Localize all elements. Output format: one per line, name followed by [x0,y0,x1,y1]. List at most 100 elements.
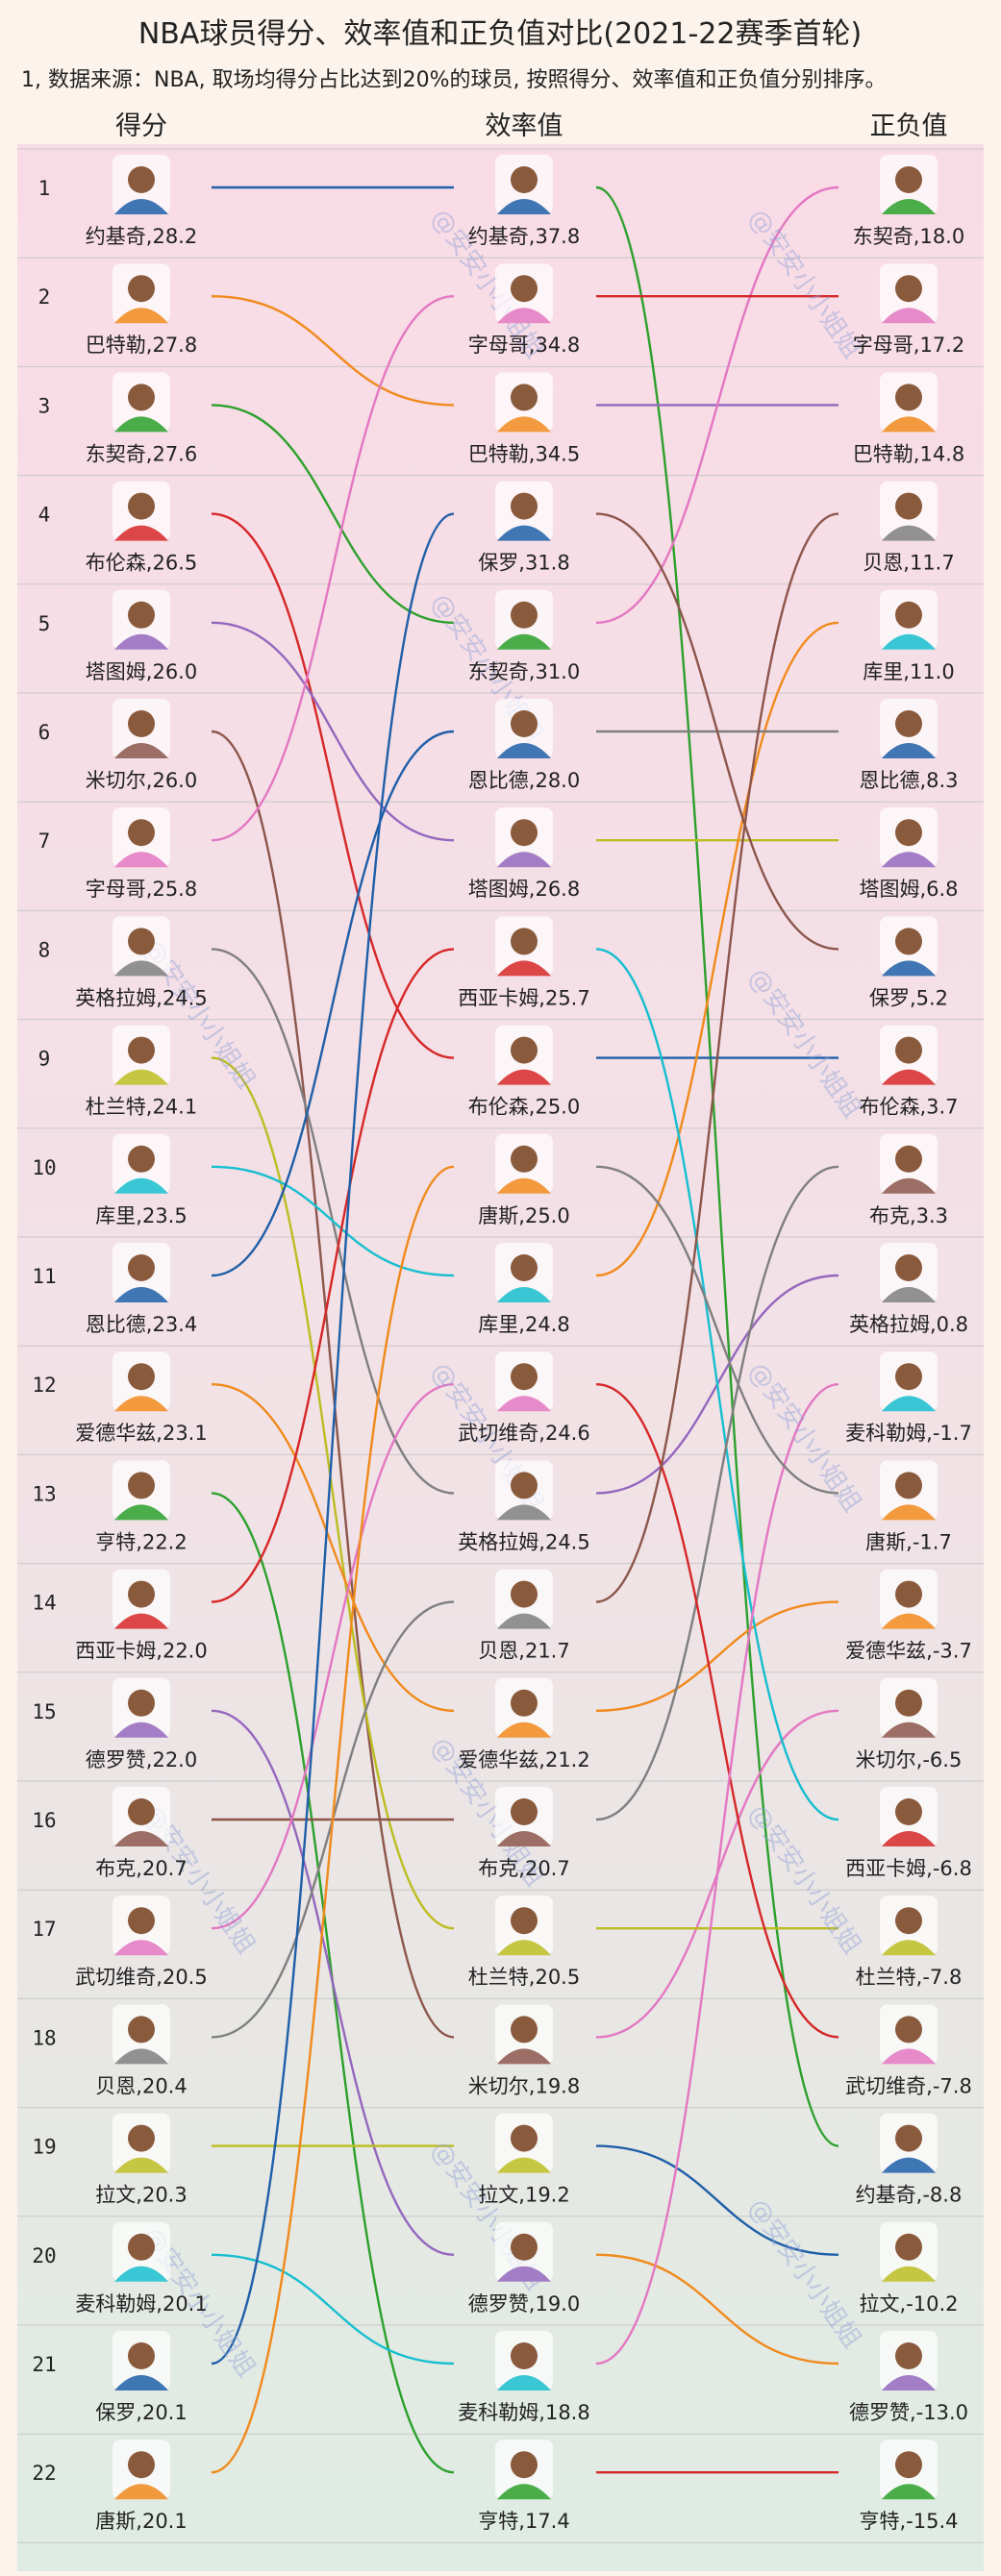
player-jersey-icon [497,1504,551,1521]
rank-label: 15 [32,1700,56,1723]
player-jersey-icon [882,1396,936,1412]
player-mark-plus-minus: 拉文,-10.2 [859,2221,959,2316]
player-value-label: 塔图姆,6.8 [859,878,958,901]
player-value-label: 唐斯,25.0 [478,1204,569,1227]
player-mark-efficiency: 巴特勒,34.5 [468,372,580,465]
player-value-label: 麦科勒姆,18.8 [458,2401,589,2424]
player-value-label: 亨特,17.4 [478,2510,569,2533]
rank-label: 3 [38,394,51,417]
column-header-efficiency: 效率值 [486,111,563,141]
player-value-label: 字母哥,17.2 [853,334,964,357]
rank-label: 20 [32,2244,56,2267]
rank-label: 4 [38,504,51,527]
player-head-icon [128,2451,155,2479]
player-head-icon [895,1145,922,1173]
player-value-label: 布伦森,26.5 [86,552,197,575]
player-head-icon [895,1689,922,1717]
player-mark-plus-minus: 英格拉姆,0.8 [849,1243,968,1336]
player-jersey-icon [114,1177,168,1194]
player-value-label: 英格拉姆,24.5 [458,1530,589,1553]
player-head-icon [128,492,155,520]
player-mark-points: 亨特,22.2 [95,1460,188,1553]
player-head-icon [511,2451,538,2479]
player-head-icon [895,2016,922,2043]
player-head-icon [511,1145,538,1173]
player-value-label: 库里,23.5 [95,1204,187,1227]
player-mark-points: 贝恩,20.4 [95,2004,188,2097]
player-mark-plus-minus: 武切维奇,-7.8 [845,2004,972,2097]
player-mark-plus-minus: 保罗,5.2 [869,916,948,1009]
connector-efficiency-plus-minus [595,2144,839,2256]
player-value-label: 塔图姆,26.8 [468,878,580,901]
player-mark-efficiency: 唐斯,25.0 [478,1133,570,1227]
player-jersey-icon [114,525,168,541]
player-mark-points: 杜兰特,24.1 [86,1025,197,1119]
player-head-icon [128,1472,155,1499]
player-value-label: 巴特勒,34.5 [468,442,580,465]
player-jersey-icon [114,416,168,433]
player-value-label: 塔图姆,26.0 [86,660,197,683]
player-value-label: 西亚卡姆,-6.8 [845,1857,972,1880]
player-jersey-icon [882,633,936,650]
player-mark-plus-minus: 唐斯,-1.7 [865,1460,952,1553]
player-head-icon [895,275,922,303]
player-head-icon [895,1254,922,1281]
player-value-label: 西亚卡姆,25.7 [458,986,589,1009]
player-value-label: 保罗,5.2 [869,986,948,1009]
player-jersey-icon [497,1940,551,1956]
player-mark-points: 恩比德,23.4 [86,1243,197,1336]
player-head-icon [895,1036,922,1064]
player-mark-points: 英格拉姆,24.5 [75,916,208,1009]
connector-points-efficiency [211,1165,455,2474]
rank-label: 9 [38,1048,51,1071]
player-head-icon [511,601,538,629]
player-value-label: 麦科勒姆,20.1 [75,2292,207,2316]
connector-efficiency-plus-minus [595,1600,839,1712]
player-jersey-icon [114,1940,168,1956]
player-mark-efficiency: 字母哥,34.8 [468,263,580,357]
connector-efficiency-plus-minus [595,1165,839,1495]
rank-label: 18 [32,2026,56,2049]
player-head-icon [511,1363,538,1391]
rank-label: 12 [32,1374,56,1397]
player-jersey-icon [882,525,936,541]
player-jersey-icon [497,1396,551,1412]
player-jersey-icon [114,2048,168,2065]
player-mark-efficiency: 塔图姆,26.8 [468,807,580,901]
player-head-icon [128,601,155,629]
player-value-label: 爱德华兹,23.1 [75,1422,207,1445]
player-mark-efficiency: 库里,24.8 [478,1243,570,1336]
player-jersey-icon [114,1504,168,1521]
player-value-label: 约基奇,37.8 [468,225,580,248]
player-jersey-icon [114,1396,168,1412]
player-head-icon [511,2124,538,2152]
player-value-label: 德罗赞,-13.0 [849,2401,968,2424]
player-mark-points: 米切尔,26.0 [86,699,197,792]
player-jersey-icon [882,2048,936,2065]
player-mark-plus-minus: 杜兰特,-7.8 [856,1895,962,1989]
player-jersey-icon [882,1721,936,1738]
connector-points-efficiency [211,1709,455,2256]
player-mark-efficiency: 贝恩,21.7 [478,1569,570,1663]
player-mark-efficiency: 德罗赞,19.0 [468,2221,580,2316]
player-jersey-icon [882,1177,936,1194]
rank-label: 11 [32,1265,56,1288]
player-mark-efficiency: 英格拉姆,24.5 [458,1460,590,1553]
player-value-label: 爱德华兹,21.2 [458,1748,589,1771]
player-jersey-icon [114,1287,168,1302]
player-head-icon [128,2233,155,2261]
player-head-icon [511,1689,538,1717]
player-value-label: 德罗赞,22.0 [86,1748,197,1771]
player-value-label: 字母哥,34.8 [468,334,580,357]
player-head-icon [128,1580,155,1608]
player-mark-efficiency: 爱德华兹,21.2 [458,1677,590,1771]
player-head-icon [511,2342,538,2369]
player-head-icon [895,819,922,847]
rank-label: 6 [38,721,51,744]
player-jersey-icon [882,2266,936,2282]
player-mark-points: 爱德华兹,23.1 [75,1351,208,1445]
player-jersey-icon [114,633,168,650]
player-mark-plus-minus: 约基奇,-8.8 [856,2113,962,2207]
player-head-icon [895,166,922,193]
player-head-icon [128,710,155,737]
